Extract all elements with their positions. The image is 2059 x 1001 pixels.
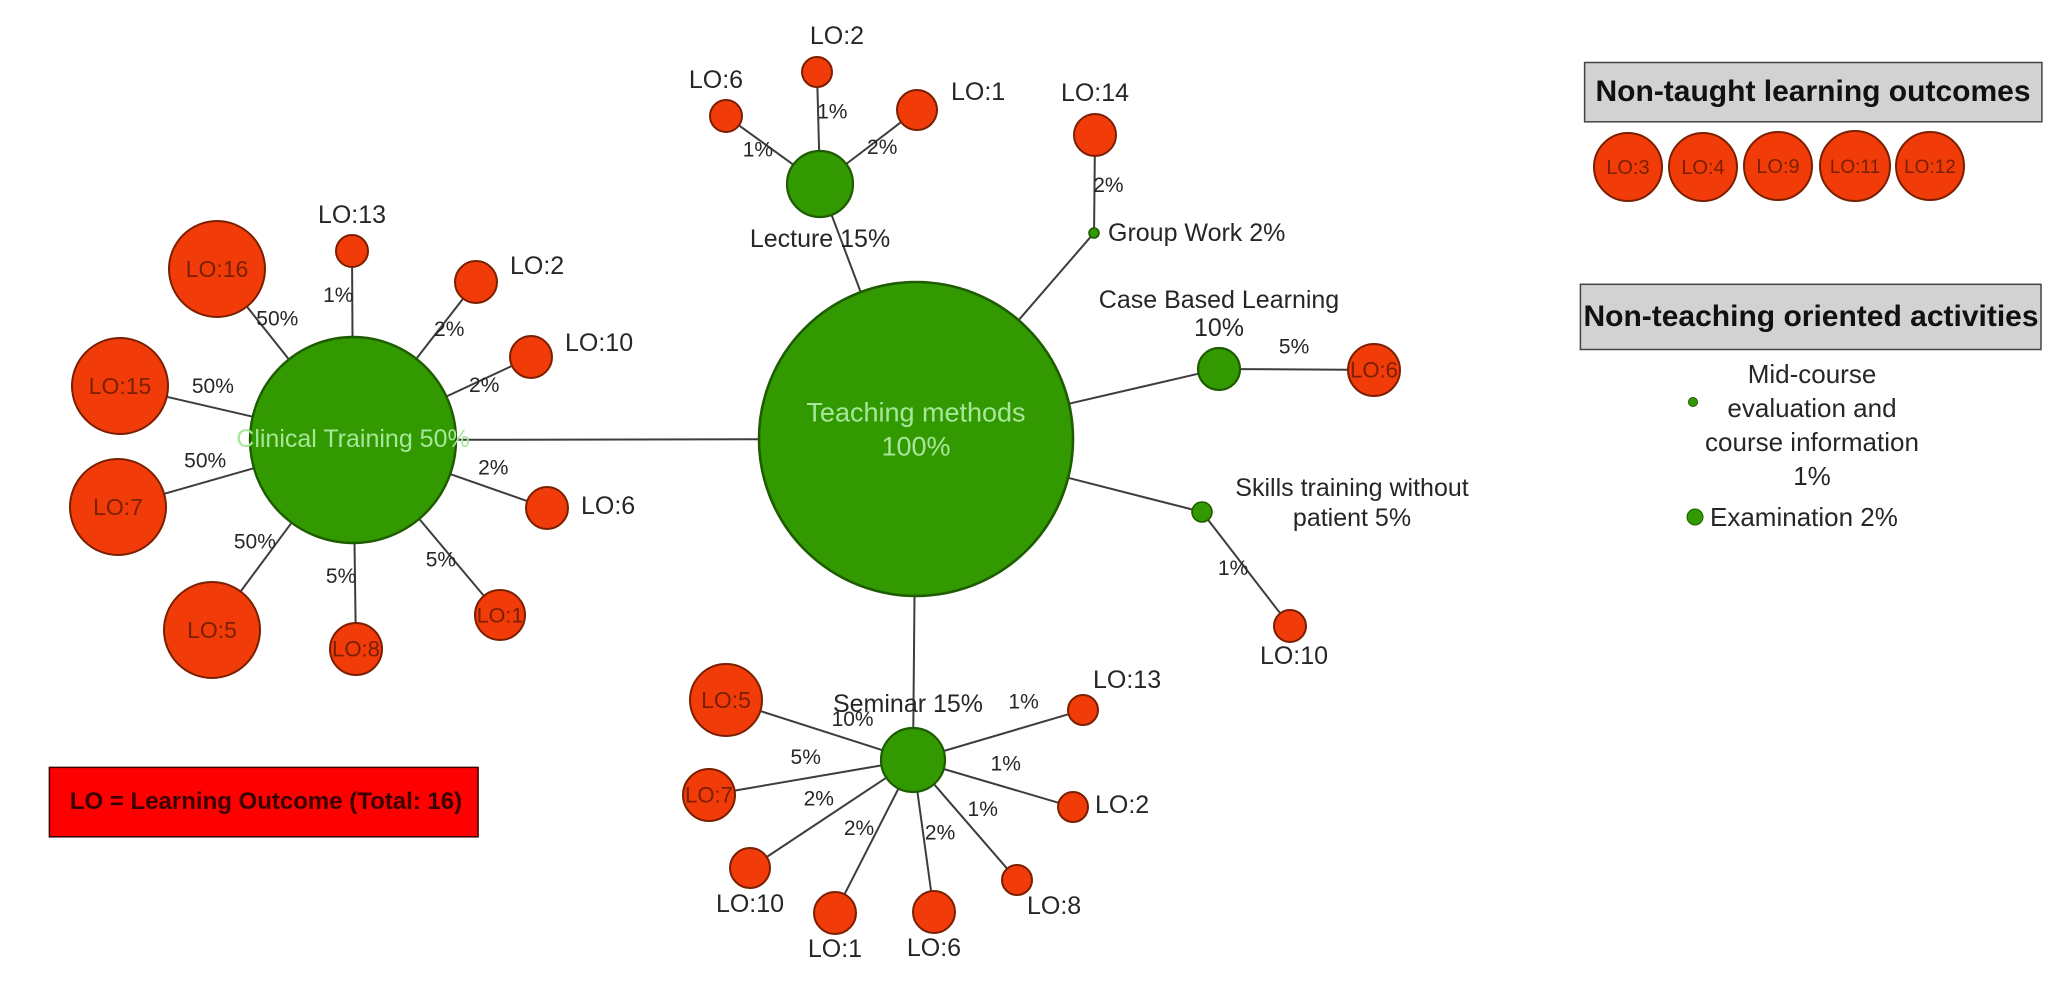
svg-text:LO:2: LO:2	[1095, 791, 1149, 819]
svg-text:50%: 50%	[192, 375, 234, 398]
svg-text:LO:6: LO:6	[581, 492, 635, 520]
svg-text:LO:2: LO:2	[810, 22, 864, 50]
svg-text:50%: 50%	[256, 308, 298, 331]
svg-text:2%: 2%	[844, 817, 874, 840]
svg-text:LO:16: LO:16	[186, 256, 249, 282]
svg-text:LO:6: LO:6	[907, 934, 961, 962]
svg-text:Seminar 15%: Seminar 15%	[833, 690, 983, 718]
svg-text:patient 5%: patient 5%	[1293, 504, 1411, 532]
svg-text:LO:3: LO:3	[1606, 157, 1649, 179]
svg-text:1%: 1%	[1793, 461, 1831, 491]
svg-text:Case Based Learning: Case Based Learning	[1099, 286, 1339, 314]
svg-text:LO:13: LO:13	[318, 201, 386, 229]
svg-text:LO:2: LO:2	[510, 252, 564, 280]
svg-text:Clinical Training 50%: Clinical Training 50%	[236, 425, 469, 453]
svg-text:Examination 2%: Examination 2%	[1710, 502, 1898, 532]
svg-text:1%: 1%	[743, 138, 773, 161]
svg-text:LO:11: LO:11	[1830, 157, 1880, 178]
svg-text:2%: 2%	[804, 788, 834, 811]
svg-text:2%: 2%	[434, 318, 464, 341]
svg-text:Group Work 2%: Group Work 2%	[1108, 219, 1285, 247]
svg-text:5%: 5%	[1279, 336, 1309, 359]
svg-text:Teaching methods: Teaching methods	[806, 398, 1025, 428]
svg-text:Non-taught learning outcomes: Non-taught learning outcomes	[1596, 75, 2031, 108]
svg-text:LO = Learning Outcome (Total:: LO = Learning Outcome (Total: 16)	[70, 788, 462, 815]
svg-text:LO:1: LO:1	[808, 935, 862, 963]
svg-text:2%: 2%	[478, 456, 508, 479]
svg-text:LO:12: LO:12	[1904, 157, 1956, 178]
svg-text:LO:5: LO:5	[187, 617, 237, 643]
svg-text:LO:6: LO:6	[1350, 358, 1398, 383]
svg-text:Mid-course: Mid-course	[1748, 359, 1877, 389]
svg-text:LO:9: LO:9	[1756, 156, 1799, 178]
svg-text:2%: 2%	[867, 136, 897, 159]
svg-text:LO:15: LO:15	[89, 373, 152, 399]
svg-text:LO:6: LO:6	[689, 66, 743, 94]
svg-text:LO:1: LO:1	[477, 603, 524, 627]
svg-text:10%: 10%	[1194, 314, 1244, 342]
svg-text:1%: 1%	[968, 798, 998, 821]
svg-text:LO:10: LO:10	[565, 329, 633, 357]
svg-text:LO:14: LO:14	[1061, 79, 1129, 107]
svg-text:course information: course information	[1705, 427, 1919, 457]
svg-text:LO:8: LO:8	[332, 637, 380, 662]
svg-text:LO:4: LO:4	[1681, 157, 1724, 179]
svg-text:LO:1: LO:1	[951, 78, 1005, 106]
svg-text:100%: 100%	[881, 431, 950, 461]
svg-text:5%: 5%	[426, 548, 456, 571]
svg-text:2%: 2%	[925, 821, 955, 844]
svg-text:LO:10: LO:10	[1260, 642, 1328, 670]
svg-text:Skills training without: Skills training without	[1235, 474, 1468, 502]
svg-text:LO:13: LO:13	[1093, 666, 1161, 694]
svg-text:evaluation and: evaluation and	[1727, 393, 1896, 423]
svg-text:1%: 1%	[323, 284, 353, 307]
svg-text:LO:8: LO:8	[1027, 892, 1081, 920]
svg-text:50%: 50%	[184, 450, 226, 473]
svg-text:2%: 2%	[1093, 174, 1123, 197]
svg-text:1%: 1%	[991, 753, 1021, 776]
svg-text:Lecture 15%: Lecture 15%	[750, 225, 890, 253]
svg-text:LO:7: LO:7	[93, 494, 143, 520]
svg-text:1%: 1%	[1218, 557, 1248, 580]
svg-text:1%: 1%	[1008, 691, 1038, 714]
svg-text:5%: 5%	[791, 746, 821, 769]
svg-text:50%: 50%	[234, 531, 276, 554]
svg-text:Non-teaching oriented activiti: Non-teaching oriented activities	[1583, 300, 2038, 333]
svg-text:LO:10: LO:10	[716, 890, 784, 918]
svg-text:LO:5: LO:5	[701, 687, 751, 713]
svg-text:5%: 5%	[326, 565, 356, 588]
svg-text:1%: 1%	[817, 101, 847, 124]
svg-text:LO:7: LO:7	[685, 783, 733, 808]
svg-text:2%: 2%	[469, 374, 499, 397]
